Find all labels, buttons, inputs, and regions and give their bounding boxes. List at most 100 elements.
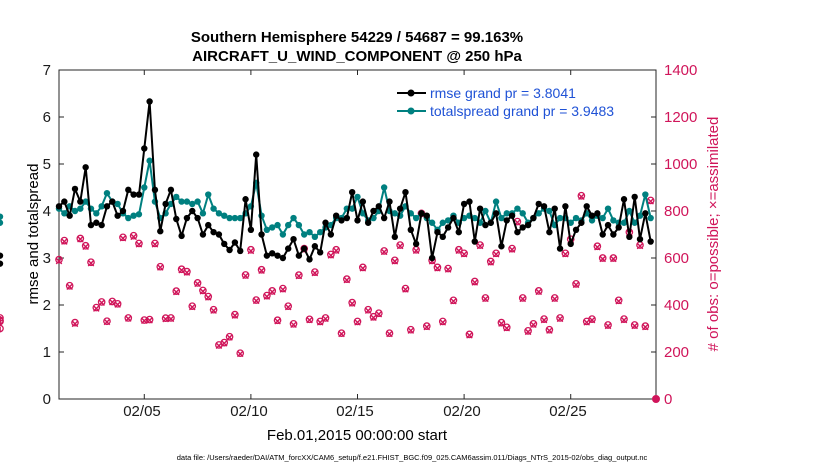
rmse-point [514, 228, 521, 236]
totalspread-point [269, 224, 276, 231]
y2-axis-label: # of obs: o=possible; ×=assimilated [705, 117, 722, 352]
rmse-point [359, 198, 367, 205]
rmse-point [343, 214, 351, 222]
rmse-point [151, 186, 159, 194]
rmse-point [157, 228, 164, 235]
obs-possible-point [60, 236, 69, 245]
totalspread-point [471, 214, 478, 222]
rmse-point [167, 186, 175, 194]
obs-possible-point [598, 254, 607, 262]
rmse-point [274, 252, 281, 259]
obs-possible-point [406, 325, 415, 334]
totalspread-point [290, 214, 297, 222]
obs-assimilated-point [348, 300, 356, 307]
totalspread-point [316, 228, 324, 236]
rmse-point [61, 198, 68, 205]
rmse-point [316, 249, 324, 256]
obs-assimilated-point [386, 330, 393, 338]
rmse-point [588, 212, 596, 219]
rmse-point [114, 212, 121, 219]
rmse-point [215, 231, 223, 238]
obs-assimilated-point [407, 327, 415, 334]
rmse-point [0, 260, 4, 267]
obs-assimilated-point [322, 315, 329, 323]
rmse-point [642, 210, 649, 217]
rmse-point [141, 145, 148, 152]
obs-assimilated-point [226, 334, 233, 341]
rmse-point [631, 193, 638, 201]
obs-assimilated-point [135, 241, 143, 248]
rmse-point [572, 226, 580, 233]
obs-possible-point [588, 315, 596, 323]
obs-possible-point [305, 315, 314, 324]
obs-assimilated-point [562, 250, 569, 258]
obs-assimilated-point [188, 303, 196, 311]
obs-possible-point [124, 314, 133, 322]
obs-assimilated-point [487, 259, 495, 266]
obs-assimilated-point [343, 276, 351, 284]
totalspread-point [311, 233, 319, 241]
obs-possible-point [0, 314, 4, 322]
obs-possible-point [390, 256, 399, 265]
rmse-point [327, 231, 335, 238]
obs-assimilated-point [172, 288, 180, 296]
obs-possible-point [465, 330, 474, 339]
obs-possible-point [614, 296, 623, 305]
totalspread-point [125, 214, 132, 222]
y-tick-label: 1 [43, 344, 51, 361]
obs-possible-point [71, 318, 79, 327]
left-y-ticks: 0 1 2 3 4 5 6 7 [43, 62, 51, 408]
obs-assimilated-point [540, 316, 548, 324]
rmse-point [386, 198, 393, 205]
rmse-point [258, 231, 265, 238]
totalspread-point [498, 214, 505, 222]
obs-possible-point [545, 325, 554, 334]
rmse-point [199, 231, 207, 238]
rmse-point [594, 210, 601, 217]
obs-assimilated-point [82, 243, 89, 251]
y-axis-label: rmse and totalspread [25, 164, 42, 305]
obs-possible-point [140, 316, 149, 324]
totalspread-point [135, 211, 143, 218]
rmse-point [370, 207, 377, 215]
obs-possible-point [593, 242, 602, 251]
obs-assimilated-point [594, 243, 601, 251]
rmse-point [0, 252, 4, 259]
obs-possible-point [97, 298, 106, 306]
y-tick-label: 3 [43, 250, 51, 267]
obs-assimilated-point [284, 303, 292, 311]
obs-assimilated-point [119, 234, 127, 242]
totalspread-point [103, 189, 111, 197]
totalspread-point [380, 184, 388, 191]
rmse-point [269, 250, 276, 257]
obs-assimilated-point [492, 250, 500, 258]
obs-possible-point [263, 291, 271, 300]
obs-assimilated-point [316, 319, 324, 326]
rmse-point [205, 221, 212, 229]
obs-assimilated-point [444, 266, 452, 273]
obs-assimilated-point [231, 312, 239, 319]
obs-assimilated-point [578, 193, 585, 200]
rmse-point [524, 221, 532, 229]
rmse-point [503, 217, 510, 224]
rmse-point [237, 247, 244, 255]
totalspread-point [567, 219, 574, 226]
totalspread-point [642, 191, 649, 198]
obs-possible-point [193, 279, 202, 287]
totalspread-point [412, 214, 420, 222]
rmse-point [295, 252, 303, 259]
totalspread-point [0, 219, 4, 226]
totalspread-point [306, 228, 313, 236]
obs-assimilated-point [631, 322, 638, 330]
obs-assimilated-point [327, 252, 335, 259]
legend-rmse-marker [407, 89, 415, 97]
rmse-point [135, 191, 143, 198]
obs-assimilated-point [183, 269, 191, 276]
rmse-point [103, 203, 111, 210]
obs-assimilated-point [242, 272, 249, 280]
obs-assimilated-point [114, 301, 121, 308]
rmse-point [231, 239, 239, 246]
obs-assimilated-point [455, 247, 463, 255]
rmse-point [434, 228, 441, 236]
obs-assimilated-point [236, 350, 244, 358]
